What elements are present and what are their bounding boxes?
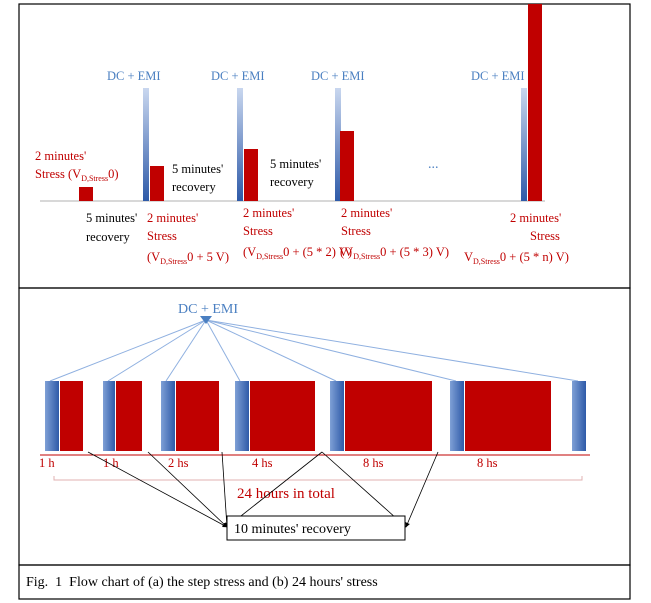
dc-emi-bar-3 (335, 88, 341, 201)
dc-emi-b-bar-4 (235, 381, 249, 451)
recovery-box-label: 10 minutes' recovery (234, 522, 351, 537)
dc-emi-label-2: DC + EMI (211, 69, 265, 83)
dc-emi-label-3: DC + EMI (311, 69, 365, 83)
total-label: 24 hours in total (237, 486, 335, 502)
dc-emi-hub-arrow (200, 316, 212, 324)
dc-emi-b-bar-1 (45, 381, 59, 451)
recovery-arrows (87, 451, 439, 528)
dc-emi-bar-2 (237, 88, 243, 201)
stress-b-bar-1h-2 (116, 381, 142, 451)
dc-emi-b-bar-6 (450, 381, 464, 451)
step-stress-label-n: 2 minutes' Stress VD,Stress0 + (5 * n) V… (464, 211, 569, 266)
stress-step-bar-3 (340, 131, 354, 201)
stress-b-bar-8hs-1 (345, 381, 432, 451)
dc-emi-b-bar-3 (161, 381, 175, 451)
stress-b-bar-8hs-2 (465, 381, 551, 451)
dc-emi-b-bar-7 (572, 381, 586, 451)
figure-caption: Fig. 1 Flow chart of (a) the step stress… (26, 575, 378, 590)
duration-label-3: 2 hs (168, 456, 189, 470)
dc-emi-b-bar-2 (103, 381, 115, 451)
step-stress-label-3: 2 minutes' Stress (VD,Stress0 + (5 * 3) … (340, 206, 449, 261)
recovery-box (226, 515, 406, 541)
recovery-label-2: 5 minutes' recovery (86, 211, 140, 244)
caption-frame (18, 564, 631, 600)
stress-step-bar-1 (150, 166, 164, 201)
step-stress-label-1: 2 minutes' Stress (VD,Stress0 + 5 V) (147, 211, 229, 266)
step-stress-label-2: 2 minutes' Stress (VD,Stress0 + (5 * 2) … (243, 206, 352, 261)
dc-emi-b-bar-5 (330, 381, 344, 451)
dc-emi-label-b: DC + EMI (178, 302, 238, 317)
duration-label-4: 4 hs (252, 456, 273, 470)
stress-b-bar-2hs (176, 381, 219, 451)
dc-emi-label-1: DC + EMI (107, 69, 161, 83)
initial-stress-label: 2 minutes' Stress (VD,Stress0) (35, 149, 119, 183)
dc-emi-bar-4 (521, 88, 527, 201)
stress-b-bar-4hs (250, 381, 315, 451)
dc-emi-label-4: DC + EMI (471, 69, 525, 83)
dc-emi-fan-lines (49, 319, 579, 382)
duration-label-5: 8 hs (363, 456, 384, 470)
stress-b-bar-1h-1 (60, 381, 83, 451)
recovery-label-1: 5 minutes' recovery (172, 162, 226, 194)
dc-emi-bar-1 (143, 88, 149, 201)
initial-stress-bar (79, 187, 93, 201)
stress-step-bar-2 (244, 149, 258, 201)
stress-step-bar-n (528, 4, 542, 201)
total-bracket (53, 476, 583, 481)
recovery-label-3: 5 minutes' recovery (270, 157, 324, 189)
duration-label-1: 1 h (39, 456, 55, 470)
duration-label-6: 8 hs (477, 456, 498, 470)
ellipsis: ... (428, 157, 439, 172)
